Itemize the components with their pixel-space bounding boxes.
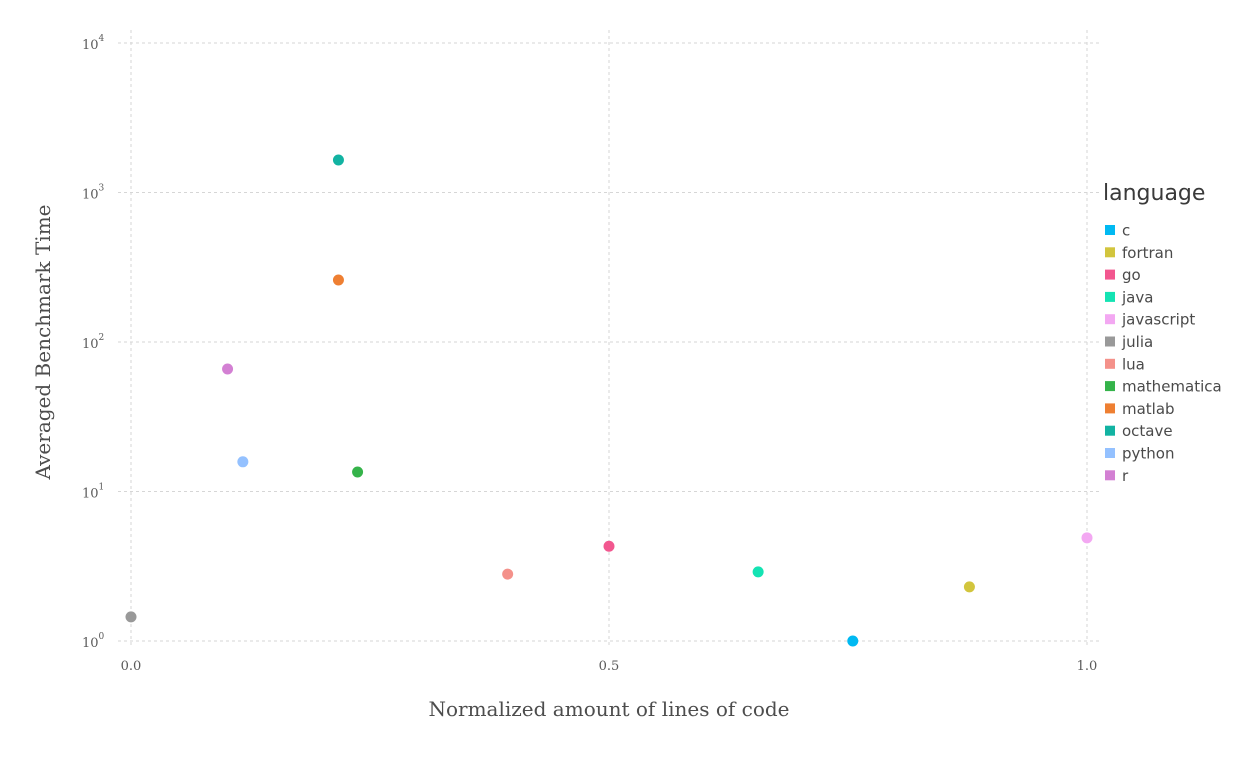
point-layer <box>125 154 1093 647</box>
legend-label-javascript: javascript <box>1121 311 1195 329</box>
x-tick-label: 0.0 <box>121 659 142 674</box>
legend-swatch-lua <box>1105 358 1115 369</box>
legend-swatch-python <box>1105 448 1115 458</box>
data-point-r <box>222 363 234 375</box>
legend-swatch-r <box>1105 470 1115 481</box>
grid-layer <box>118 30 1100 647</box>
y-tick-label: 102 <box>82 333 104 352</box>
legend-swatch-c <box>1105 225 1115 235</box>
legend-swatch-go <box>1105 269 1115 280</box>
x-tick-label: 0.5 <box>599 659 620 674</box>
data-point-matlab <box>332 274 344 286</box>
legend-label-fortran: fortran <box>1122 244 1173 262</box>
legend-label-mathematica: mathematica <box>1122 378 1222 396</box>
data-point-java <box>752 566 764 578</box>
legend-label-octave: octave <box>1122 422 1173 440</box>
legend-label-r: r <box>1122 467 1129 485</box>
y-axis-title: Averaged Benchmark Time <box>31 204 55 480</box>
data-point-mathematica <box>352 466 364 478</box>
legend-label-matlab: matlab <box>1122 400 1175 418</box>
data-point-javascript <box>1081 532 1093 544</box>
data-point-octave <box>332 154 344 166</box>
legend-label-python: python <box>1122 445 1174 463</box>
legend-label-c: c <box>1122 222 1130 240</box>
data-point-fortran <box>963 581 975 593</box>
tick-layer: 0.0 0.5 1.0 100 101 102 103 104 <box>82 34 1097 674</box>
data-point-lua <box>502 568 514 580</box>
legend-swatch-julia <box>1105 336 1115 347</box>
y-tick-label: 103 <box>82 184 105 203</box>
legend-swatch-octave <box>1105 425 1115 436</box>
legend-swatch-matlab <box>1105 403 1115 414</box>
legend: language c fortran go java javascript julia lu… <box>1103 181 1222 485</box>
legend-label-julia: julia <box>1121 333 1153 351</box>
x-tick-label: 1.0 <box>1077 659 1098 674</box>
x-axis-title: Normalized amount of lines of code <box>428 697 789 721</box>
legend-label-lua: lua <box>1122 355 1145 373</box>
y-tick-label: 101 <box>82 483 104 502</box>
data-point-python <box>237 456 249 468</box>
legend-title: language <box>1103 181 1205 206</box>
legend-label-java: java <box>1121 288 1153 306</box>
data-point-go <box>603 540 615 552</box>
legend-swatch-mathematica <box>1105 381 1115 392</box>
data-point-julia <box>125 611 137 623</box>
legend-swatch-javascript <box>1105 314 1115 325</box>
legend-swatch-fortran <box>1105 247 1115 258</box>
y-tick-label: 100 <box>82 632 105 651</box>
y-tick-label: 104 <box>82 34 105 53</box>
legend-swatch-java <box>1105 291 1115 302</box>
legend-label-go: go <box>1122 266 1141 284</box>
data-point-c <box>847 635 859 647</box>
